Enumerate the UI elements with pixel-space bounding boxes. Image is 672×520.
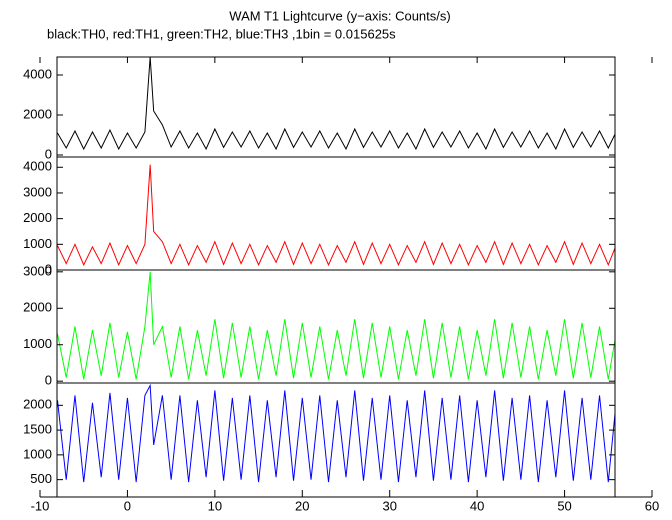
chart-title: WAM T1 Lightcurve (y−axis: Counts/s) (229, 8, 450, 23)
y-tick-label: 0 (45, 373, 52, 388)
y-tick-label: 2000 (23, 106, 52, 121)
x-tick-label: 10 (208, 498, 222, 513)
y-tick-label: 2000 (23, 300, 52, 315)
y-tick-label: 3000 (23, 184, 52, 199)
lightcurve (57, 271, 615, 380)
y-tick-label: 2000 (23, 397, 52, 412)
x-tick-label: 30 (382, 498, 396, 513)
y-tick-label: 500 (30, 471, 52, 486)
y-tick-label: 2000 (23, 210, 52, 225)
x-tick-label: -10 (31, 498, 50, 513)
chart-subtitle: black:TH0, red:TH1, green:TH2, blue:TH3 … (47, 26, 396, 41)
x-tick-label: 50 (557, 498, 571, 513)
panel-frame (56, 56, 616, 158)
panel-frame (56, 269, 616, 384)
y-tick-label: 0 (45, 261, 52, 276)
y-tick-label: 3000 (23, 263, 52, 278)
x-tick-label: 20 (295, 498, 309, 513)
x-tick-label: 40 (470, 498, 484, 513)
y-tick-label: 0 (45, 146, 52, 161)
y-tick-label: 4000 (23, 66, 52, 81)
x-tick-label: 60 (645, 498, 659, 513)
lightcurve (57, 164, 615, 267)
lightcurve (57, 57, 615, 151)
y-tick-label: 1500 (23, 422, 52, 437)
y-tick-label: 4000 (23, 159, 52, 174)
lightcurve (57, 383, 615, 483)
y-tick-label: 1000 (23, 236, 52, 251)
y-tick-label: 1000 (23, 336, 52, 351)
y-tick-label: 1000 (23, 446, 52, 461)
x-tick-label: 0 (124, 498, 131, 513)
